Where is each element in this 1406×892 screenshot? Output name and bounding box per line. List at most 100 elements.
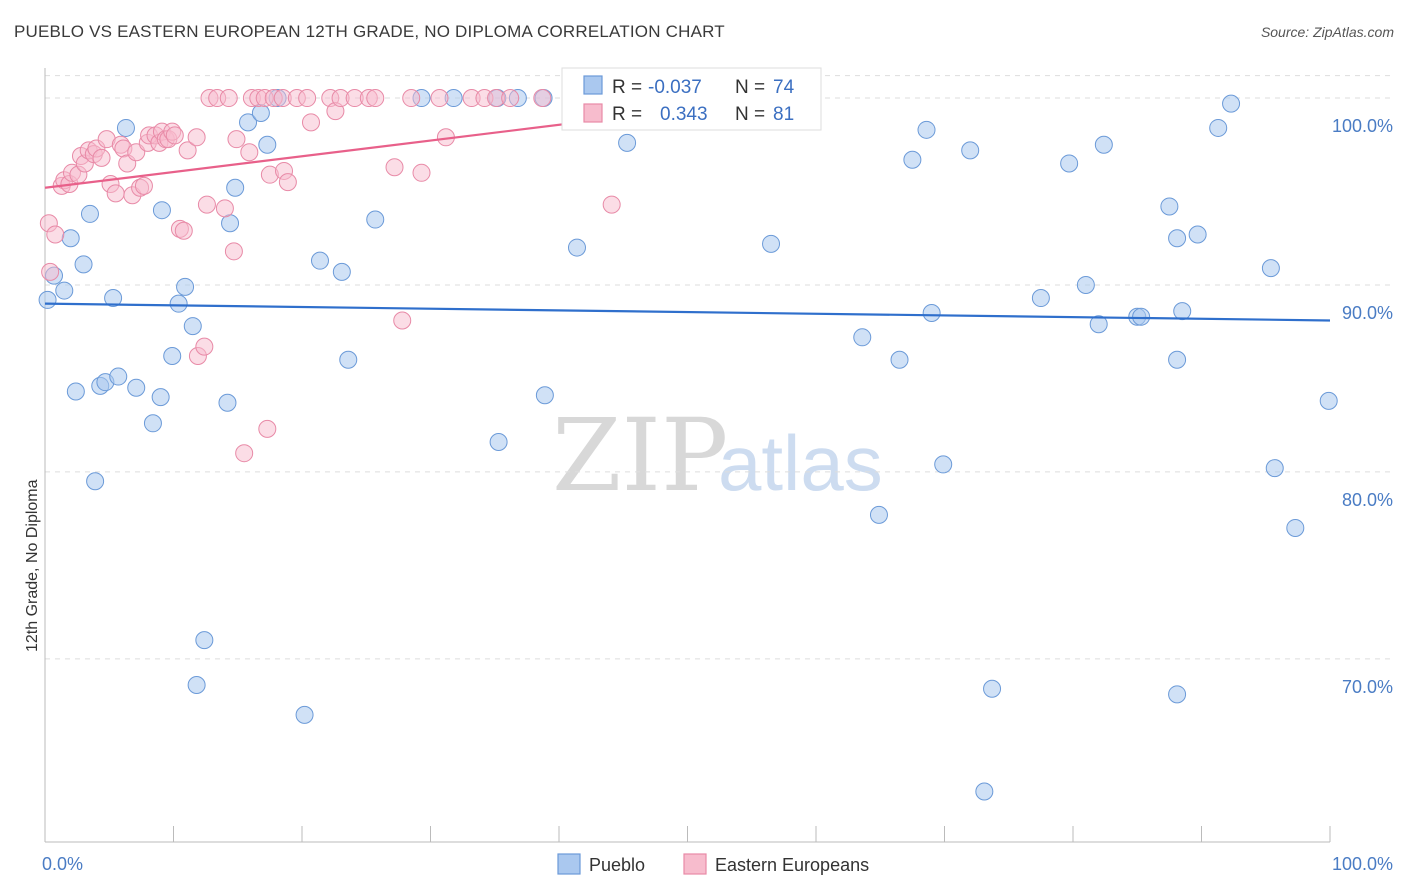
stats-box: R = -0.037 N = 74 R = 0.343 N = 81 [561, 67, 822, 131]
pueblo-point-5 [74, 255, 93, 274]
pueblo-point-10 [104, 289, 123, 308]
pueblo-trend-line [44, 302, 1331, 322]
eastern-point-44 [224, 242, 243, 261]
eastern-point-32 [165, 126, 184, 145]
pueblo-point-73 [1319, 391, 1338, 410]
y-axis-label: 12th Grade, No Diploma [24, 479, 41, 652]
pueblo-point-27 [251, 103, 270, 122]
stats-r-value-eastern: 0.343 [660, 104, 708, 125]
eastern-point-46 [235, 444, 254, 463]
pueblo-point-68 [1209, 118, 1228, 137]
pueblo-point-46 [869, 505, 888, 524]
pueblo-point-44 [762, 234, 781, 253]
pueblo-point-21 [187, 675, 206, 694]
eastern-point-43 [219, 89, 238, 108]
pueblo-point-31 [310, 251, 329, 270]
legend-swatch-pueblo [557, 853, 581, 875]
pueblo-point-3 [61, 229, 80, 248]
pueblo-point-16 [152, 201, 171, 220]
pueblo-point-58 [1089, 315, 1108, 334]
eastern-point-59 [301, 113, 320, 132]
pueblo-point-12 [116, 118, 135, 137]
stats-n-label-pueblo: N = [735, 77, 765, 98]
watermark-atlas: atlas [718, 419, 883, 507]
pueblo-point-7 [86, 472, 105, 491]
eastern-point-76 [533, 89, 552, 108]
watermark-zip: ZIP [552, 397, 728, 514]
pueblo-point-20 [183, 317, 202, 336]
pueblo-point-18 [169, 294, 188, 313]
pueblo-point-17 [163, 346, 182, 365]
eastern-point-69 [412, 163, 431, 182]
pueblo-point-72 [1286, 518, 1305, 537]
eastern-point-38 [195, 337, 214, 356]
pueblo-point-63 [1168, 685, 1187, 704]
pueblo-point-53 [975, 782, 994, 801]
stats-swatch-pueblo [583, 75, 603, 95]
pueblo-point-4 [66, 382, 85, 401]
pueblo-point-65 [1168, 350, 1187, 369]
eastern-point-35 [178, 141, 197, 160]
pueblo-point-71 [1265, 459, 1284, 478]
pueblo-point-32 [332, 262, 351, 281]
pueblo-point-54 [983, 679, 1002, 698]
pueblo-point-25 [226, 178, 245, 197]
y-tick-labels: 70.0% 80.0% 90.0% 100.0% [1332, 116, 1393, 697]
axes [44, 68, 1331, 843]
y-tick-label-70: 70.0% [1342, 677, 1393, 697]
pueblo-point-66 [1173, 302, 1192, 321]
stats-swatch-eastern [583, 103, 603, 123]
pueblo-point-24 [221, 214, 240, 233]
x-tick-labels: 0.0% 100.0% [42, 854, 1393, 874]
pueblo-point-34 [366, 210, 385, 229]
stats-box-frame [561, 67, 822, 131]
eastern-point-66 [385, 158, 404, 177]
pueblo-point-48 [903, 150, 922, 169]
eastern-points [39, 89, 810, 463]
stats-n-value-eastern: 81 [773, 104, 794, 125]
eastern-point-51 [258, 419, 277, 438]
stats-r-value-pueblo: -0.037 [648, 77, 702, 98]
eastern-point-65 [366, 89, 385, 108]
pueblo-point-22 [195, 631, 214, 650]
legend-label-pueblo: Pueblo [589, 855, 645, 875]
pueblo-point-50 [922, 304, 941, 323]
pueblo-point-69 [1222, 94, 1241, 113]
eastern-point-42 [215, 199, 234, 218]
eastern-point-16 [106, 184, 125, 203]
pueblo-point-38 [489, 432, 508, 451]
chart-title: PUEBLO VS EASTERN EUROPEAN 12TH GRADE, N… [14, 22, 725, 41]
stats-r-label-pueblo: R = [612, 77, 642, 98]
pueblo-point-56 [1060, 154, 1079, 173]
pueblo-point-49 [917, 120, 936, 139]
eastern-point-70 [430, 89, 449, 108]
pueblo-point-61 [1132, 307, 1151, 326]
pueblo-point-67 [1188, 225, 1207, 244]
eastern-point-68 [402, 89, 421, 108]
pueblo-point-57 [1076, 275, 1095, 294]
stats-n-label-eastern: N = [735, 104, 765, 125]
pueblo-point-0 [38, 290, 57, 309]
eastern-point-67 [393, 311, 412, 330]
pueblo-point-51 [934, 455, 953, 474]
pueblo-point-6 [80, 204, 99, 223]
eastern-point-58 [298, 89, 317, 108]
y-tick-label-80: 80.0% [1342, 490, 1393, 510]
pueblo-point-52 [961, 141, 980, 160]
pueblo-point-62 [1160, 197, 1179, 216]
pueblo-point-41 [535, 386, 554, 405]
pueblo-point-33 [339, 350, 358, 369]
pueblo-point-15 [151, 388, 170, 407]
legend-swatch-eastern [683, 853, 707, 875]
eastern-point-23 [134, 176, 153, 195]
stats-r-label-eastern: R = [612, 104, 642, 125]
y-tick-label-90: 90.0% [1342, 303, 1393, 323]
pueblo-point-26 [239, 113, 258, 132]
pueblo-point-23 [218, 393, 237, 412]
legend: Pueblo Eastern Europeans [557, 853, 869, 875]
eastern-point-56 [278, 173, 297, 192]
eastern-point-39 [197, 195, 216, 214]
stats-n-value-pueblo: 74 [773, 77, 795, 98]
eastern-point-36 [187, 128, 206, 147]
